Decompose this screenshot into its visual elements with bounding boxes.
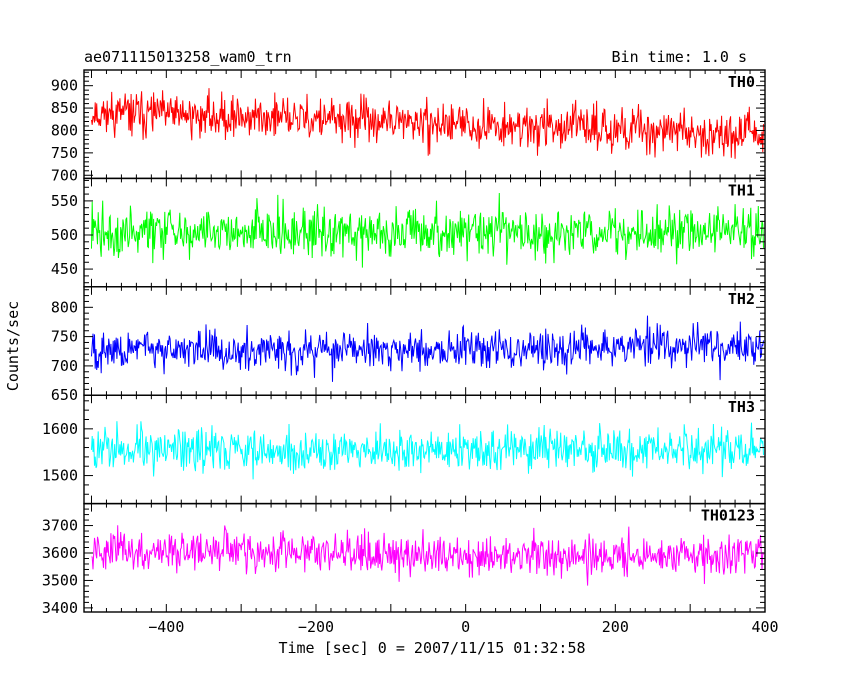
y-tick-label: 500 [51, 226, 78, 244]
y-tick-label: 3700 [42, 517, 78, 535]
x-tick-label: 0 [461, 618, 470, 636]
y-tick-label: 550 [51, 192, 78, 210]
x-tick-label: −400 [148, 618, 184, 636]
panel-th2: 650 700 750 800 TH2 [51, 286, 766, 404]
bin-time-label: Bin time: 1.0 s [612, 48, 747, 66]
panel-label: TH0123 [701, 507, 755, 525]
panel-th0: 700 750 800 850 900 TH0 [51, 69, 766, 184]
series-th2 [91, 315, 764, 382]
y-tick-label: 850 [51, 99, 78, 117]
x-tick-label: 400 [751, 618, 778, 636]
y-tick-label: 900 [51, 77, 78, 95]
series-th1 [91, 192, 764, 268]
y-tick-label: 450 [51, 260, 78, 278]
x-tick-label: −200 [298, 618, 334, 636]
y-tick-label: 1500 [42, 467, 78, 485]
panel-label: TH0 [728, 73, 755, 91]
y-axis-label: Counts/sec [4, 301, 22, 391]
x-tick-label: 200 [602, 618, 629, 636]
panel-frame [83, 502, 766, 613]
series-th3 [91, 421, 764, 480]
y-tick-label: 800 [51, 121, 78, 139]
y-tick-label: 750 [51, 144, 78, 162]
y-tick-label: 1600 [42, 420, 78, 438]
series-th0123 [91, 525, 764, 586]
panel-th3: 1500 1600 TH3 [42, 394, 766, 505]
panel-frame [83, 69, 766, 180]
y-tick-label: 700 [51, 166, 78, 184]
panel-label: TH1 [728, 181, 755, 199]
series-th0 [91, 88, 764, 159]
y-tick-label: 800 [51, 298, 78, 316]
panel-frame [83, 286, 766, 396]
x-axis-label: Time [sec] 0 = 2007/11/15 01:32:58 [278, 639, 585, 657]
panel-group: 700 750 800 850 900 TH0 450 500 550 TH1 650 700 750 8… [42, 69, 779, 636]
panel-label: TH2 [728, 290, 755, 308]
y-tick-label: 3400 [42, 599, 78, 617]
y-tick-label: 650 [51, 386, 78, 404]
y-tick-label: 700 [51, 357, 78, 375]
y-tick-label: 750 [51, 328, 78, 346]
panel-th1: 450 500 550 TH1 [51, 177, 766, 288]
y-tick-label: 3600 [42, 544, 78, 562]
y-tick-label: 3500 [42, 571, 78, 589]
panel-label: TH3 [728, 398, 755, 416]
panel-th0123: 3400 3500 3600 3700 TH0123 [42, 502, 766, 617]
figure-title: ae071115013258_wam0_trn [84, 48, 292, 66]
